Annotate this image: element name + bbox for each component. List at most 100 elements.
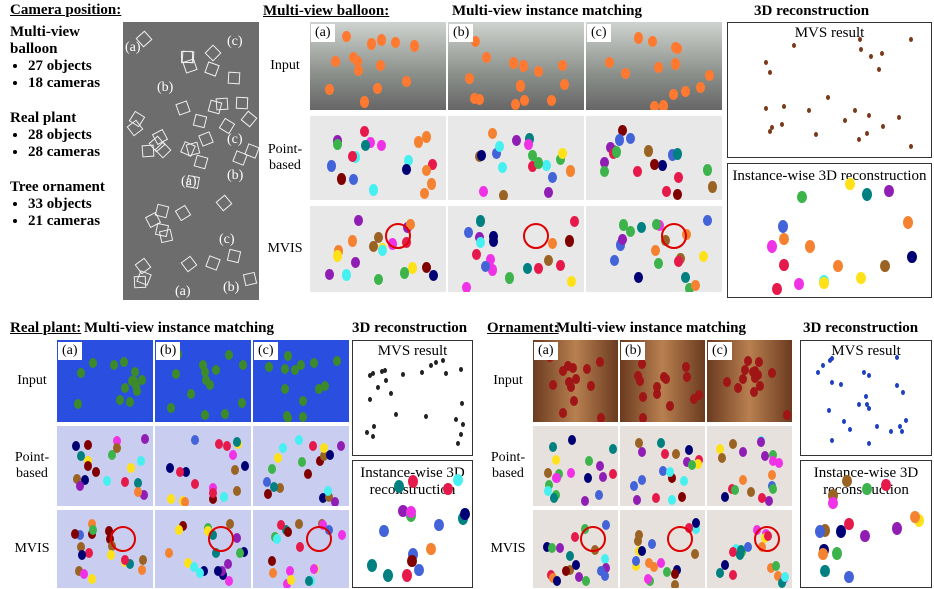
object <box>908 143 913 149</box>
object <box>597 412 606 422</box>
object <box>866 405 871 411</box>
object <box>814 525 825 538</box>
object <box>650 244 660 257</box>
object <box>818 547 829 560</box>
object <box>200 566 209 577</box>
object <box>80 475 89 486</box>
object <box>138 554 147 565</box>
object <box>393 480 404 493</box>
object <box>667 495 676 506</box>
object <box>668 149 678 161</box>
object <box>405 219 415 231</box>
object <box>668 89 678 101</box>
object <box>202 375 211 386</box>
object <box>618 219 628 231</box>
panel-title: Multi-view balloon: <box>263 3 390 19</box>
object <box>522 263 532 275</box>
image <box>620 426 705 506</box>
object <box>772 282 783 296</box>
object <box>440 358 445 364</box>
object <box>862 482 873 496</box>
object <box>332 355 341 366</box>
object <box>294 434 303 445</box>
object <box>77 550 86 561</box>
object <box>842 118 847 124</box>
object <box>331 496 340 506</box>
object <box>860 529 871 543</box>
object <box>666 401 675 412</box>
object <box>463 227 473 239</box>
object <box>551 454 560 465</box>
object <box>767 240 778 253</box>
camera-icon <box>175 205 192 222</box>
object <box>469 92 479 105</box>
object <box>741 365 750 376</box>
object <box>595 460 604 471</box>
object <box>407 475 418 488</box>
object <box>842 474 853 488</box>
object <box>208 493 217 504</box>
camera-view: (a) (b) (c) (a) (b) (c) (a) (b) (c) <box>123 22 259 300</box>
object <box>422 164 432 176</box>
object <box>360 96 370 108</box>
object <box>377 34 387 46</box>
object <box>716 568 725 578</box>
object <box>615 134 625 146</box>
object <box>574 572 583 583</box>
object <box>379 524 390 538</box>
object <box>460 421 465 427</box>
object <box>112 435 121 446</box>
dataset-name: Tree ornament <box>10 179 105 195</box>
object <box>674 255 684 267</box>
object <box>656 438 665 449</box>
object <box>213 566 222 577</box>
object <box>295 542 304 553</box>
object <box>232 485 241 496</box>
object <box>348 235 358 247</box>
object <box>553 472 562 483</box>
object <box>566 165 576 177</box>
object <box>402 569 413 582</box>
row-label: MVIS <box>490 541 526 556</box>
camera-icon <box>215 194 233 212</box>
object <box>694 459 703 470</box>
dataset-name: Multi-view balloon <box>10 24 80 57</box>
object <box>534 263 544 275</box>
stat: 27 objects <box>28 58 122 75</box>
object <box>862 188 873 201</box>
object <box>644 573 653 584</box>
object <box>677 492 686 503</box>
object <box>110 360 119 371</box>
object <box>377 139 387 152</box>
object <box>428 269 438 281</box>
object <box>569 362 578 373</box>
mvs-box: MVS result <box>727 22 932 158</box>
object <box>856 271 867 285</box>
object <box>342 269 352 281</box>
object <box>636 375 645 386</box>
object <box>820 564 831 578</box>
object <box>663 566 672 577</box>
object <box>728 546 737 557</box>
object <box>680 475 689 486</box>
object <box>827 496 838 510</box>
object <box>735 549 744 560</box>
object <box>731 484 740 495</box>
object <box>637 358 646 369</box>
object <box>695 390 704 401</box>
view-label: (a) <box>181 174 197 189</box>
object <box>125 396 134 407</box>
object <box>180 496 189 506</box>
object <box>670 58 680 70</box>
object <box>140 434 149 445</box>
object <box>720 559 729 570</box>
object <box>400 372 405 378</box>
camera-icon <box>180 255 198 273</box>
object <box>657 159 667 172</box>
image <box>57 426 153 506</box>
object <box>215 438 224 449</box>
object <box>420 188 430 200</box>
object <box>225 349 234 360</box>
view-label: (a) <box>125 40 141 55</box>
object <box>71 440 80 451</box>
